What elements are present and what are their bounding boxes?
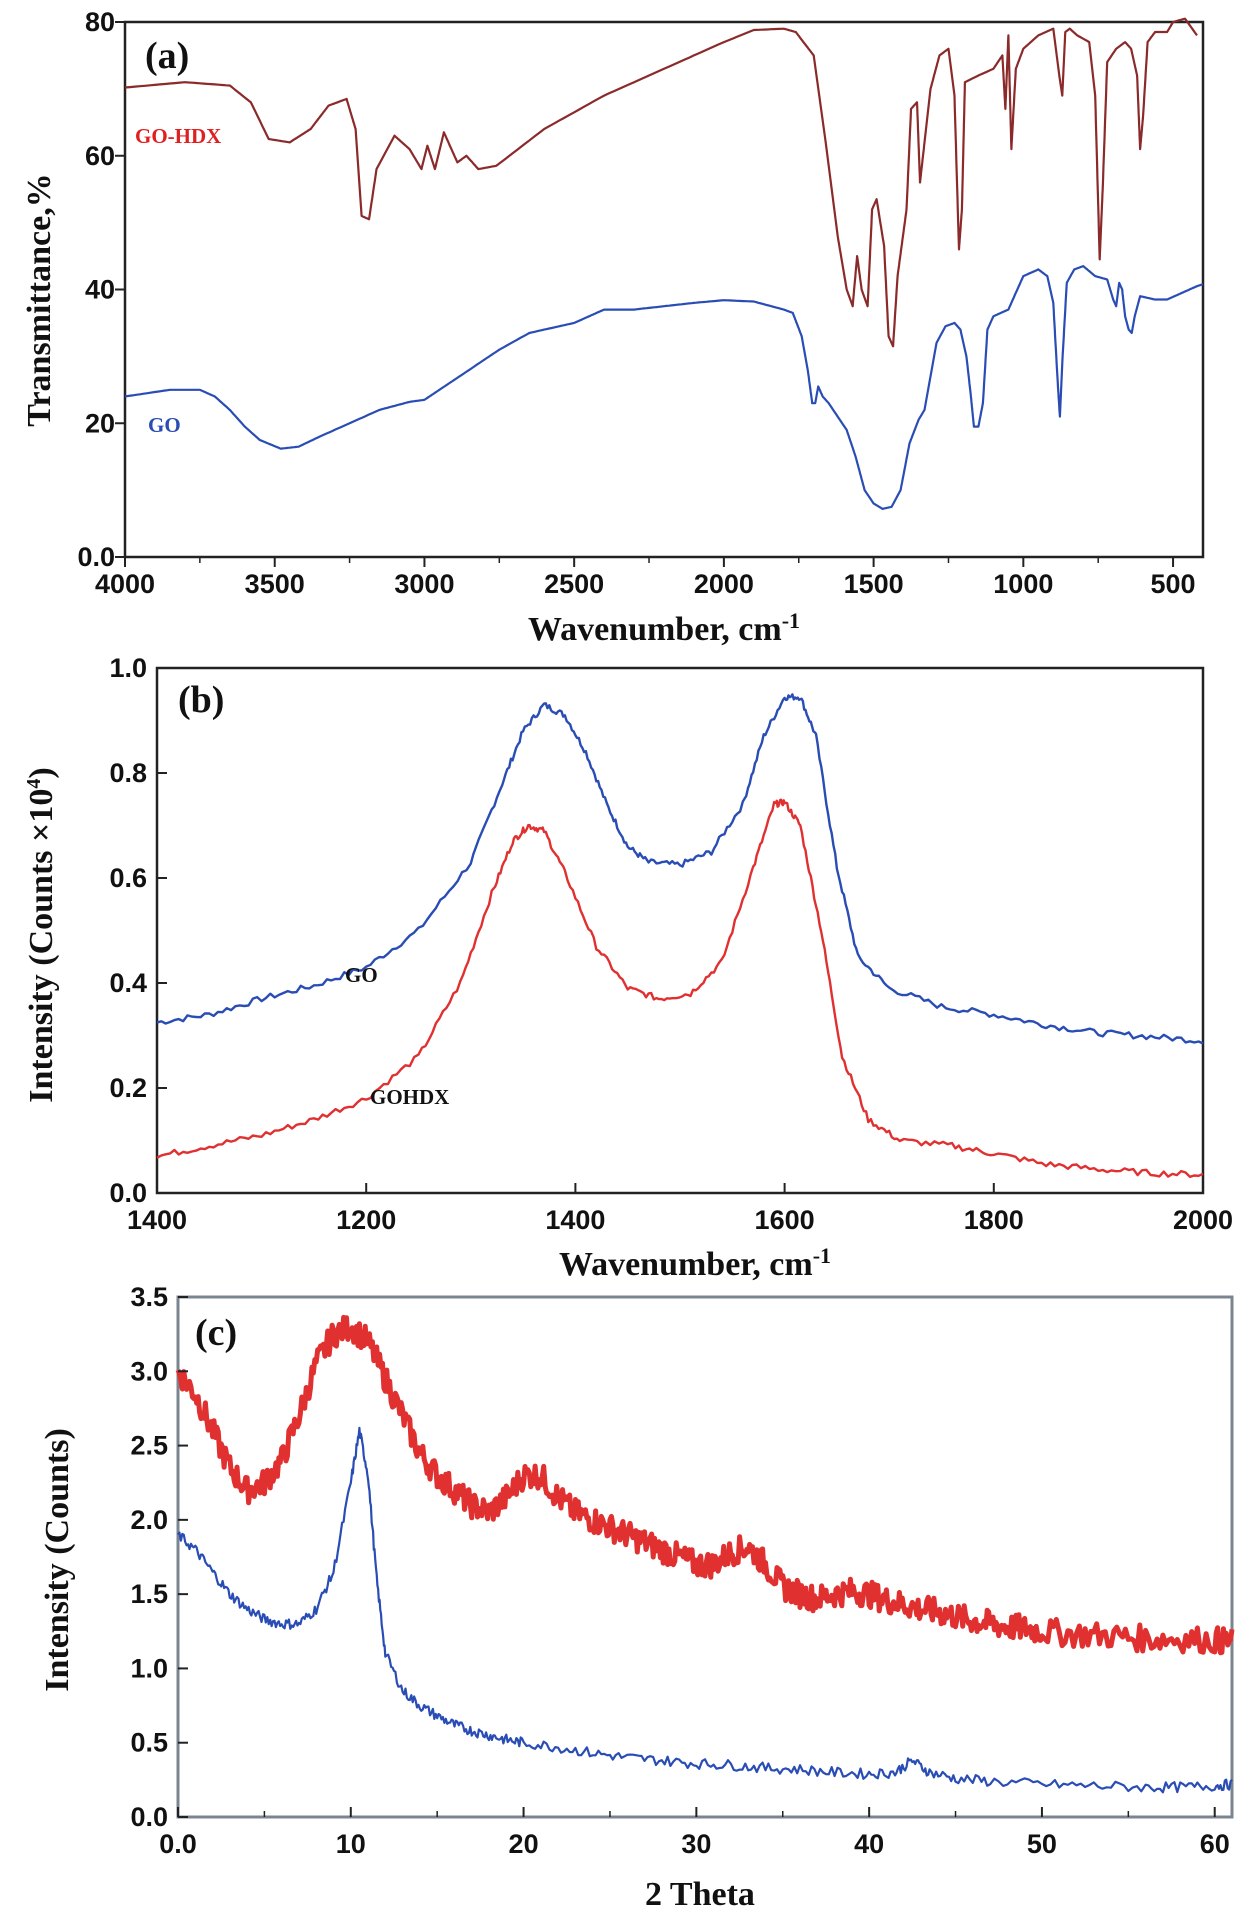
panel-c-y-tick-label: 3.0 bbox=[130, 1356, 168, 1386]
panel-b-y-tick-label: 0.0 bbox=[109, 1178, 147, 1208]
panel-b-y-axis-title: Intensity (Counts ×104) bbox=[23, 767, 60, 1102]
panel-a-series-group bbox=[124, 17, 1204, 510]
panel-c-x-tick-label: 40 bbox=[854, 1829, 884, 1859]
panel-a-x-tick-label: 1500 bbox=[844, 569, 904, 599]
panel-c-y-tick-label: 0.0 bbox=[130, 1802, 168, 1832]
panel-a-x-tick-label: 500 bbox=[1151, 569, 1196, 599]
panel-c-x-axis-title: 2 Theta bbox=[645, 1876, 755, 1913]
panel-b-x-tick-label: 1400 bbox=[127, 1205, 187, 1235]
panel-a-x-tick-label: 2000 bbox=[694, 569, 754, 599]
panel-c-x-tick-label: 10 bbox=[336, 1829, 366, 1859]
panel-a-y-ticks: 0.0 20 40 60 80 bbox=[77, 7, 125, 572]
panel-c-series-group bbox=[175, 1314, 1235, 1794]
panel-a-y-tick-label: 0.0 bbox=[77, 542, 115, 572]
panel-c-y-tick-label: 2.0 bbox=[130, 1505, 168, 1535]
panel-c-y-tick-label: 1.5 bbox=[130, 1579, 168, 1609]
panel-c-x-tick-label: 60 bbox=[1200, 1829, 1230, 1859]
panel-b-series-line-1 bbox=[156, 798, 1204, 1178]
panel-c-x-tick-label: 0.0 bbox=[159, 1829, 197, 1859]
panel-a-x-tick-label: 3500 bbox=[245, 569, 305, 599]
panel-a-y-axis-title: Transmittance,% bbox=[21, 173, 58, 426]
panel-c-y-tick-label: 1.0 bbox=[130, 1653, 168, 1683]
panel-b-series-label-go: GO bbox=[345, 963, 378, 987]
panel-b-x-axis-title-main: Wavenumber, cm bbox=[559, 1246, 813, 1283]
panel-b-x-tick-label: 1200 bbox=[336, 1205, 396, 1235]
panel-a-y-tick-label: 60 bbox=[85, 141, 115, 171]
panel-a-y-tick-label: 80 bbox=[85, 7, 115, 37]
panel-c-series-line-0 bbox=[175, 1314, 1235, 1656]
panel-a-ir-spectrum: 4000 3500 3000 2500 2000 1500 1000 500 0.0 20 40 6… bbox=[21, 7, 1205, 648]
panel-c-x-tick-label: 20 bbox=[509, 1829, 539, 1859]
panel-b-series-label-gohdx: GOHDX bbox=[370, 1085, 449, 1109]
panel-c-label: (c) bbox=[195, 1312, 237, 1354]
panel-c-y-tick-label: 2.5 bbox=[130, 1431, 168, 1461]
panel-b-y-tick-label: 0.6 bbox=[109, 863, 147, 893]
panel-c-y-ticks: 0.0 0.5 1.0 1.5 2.0 2.5 3.0 3.5 bbox=[130, 1282, 188, 1832]
panel-b-y-tick-label: 0.8 bbox=[109, 758, 147, 788]
panel-b-y-tick-label: 1.0 bbox=[109, 653, 147, 683]
panel-b-series-group bbox=[156, 693, 1204, 1178]
panel-a-x-tick-label: 3000 bbox=[394, 569, 454, 599]
panel-a-label: (a) bbox=[145, 35, 189, 77]
panel-a-plot-frame bbox=[123, 20, 1205, 559]
panel-b-series-line-0 bbox=[156, 693, 1204, 1045]
panel-b-y-tick-label: 0.4 bbox=[109, 968, 147, 998]
panel-c-x-tick-label: 30 bbox=[681, 1829, 711, 1859]
panel-a-x-tick-label: 2500 bbox=[544, 569, 604, 599]
panel-c-x-tick-label: 50 bbox=[1027, 1829, 1057, 1859]
panel-a-x-axis-title: Wavenumber, cm-1 bbox=[528, 608, 800, 648]
panel-a-x-tick-label: 1000 bbox=[993, 569, 1053, 599]
panel-b-x-axis-title: Wavenumber, cm-1 bbox=[559, 1243, 831, 1283]
panel-b-x-tick-label: 1800 bbox=[964, 1205, 1024, 1235]
panel-b-y-ticks: 0.0 0.2 0.4 0.6 0.8 1.0 bbox=[109, 653, 167, 1208]
panel-c-x-ticks: 0.0 10 20 30 40 50 60 bbox=[159, 1807, 1230, 1859]
panel-b-x-tick-label: 1600 bbox=[755, 1205, 815, 1235]
panel-b-raman-spectrum: 1400 1200 1400 1600 1800 2000 0.0 0.2 0.4 0.6 0.8… bbox=[23, 653, 1233, 1283]
panel-a-x-ticks: 4000 3500 3000 2500 2000 1500 1000 500 bbox=[95, 557, 1196, 599]
panel-b-label: (b) bbox=[178, 679, 224, 721]
panel-b-x-tick-label: 2000 bbox=[1173, 1205, 1233, 1235]
panel-a-series-label-go: GO bbox=[148, 413, 181, 437]
panel-b-x-ticks: 1400 1200 1400 1600 1800 2000 bbox=[127, 1183, 1233, 1235]
panel-a-y-tick-label: 20 bbox=[85, 408, 115, 438]
panel-a-series-label-go-hdx: GO-HDX bbox=[135, 124, 221, 148]
panel-b-y-axis-title-sup: 4 bbox=[23, 779, 45, 789]
panel-c-xrd-pattern: 0.0 10 20 30 40 50 60 0.0 0.5 1.0 1.5 2.0 2.5 3.0 3.5… bbox=[39, 1282, 1235, 1913]
panel-a-series-line-0 bbox=[124, 17, 1198, 348]
panel-c-y-tick-label: 3.5 bbox=[130, 1282, 168, 1312]
panel-b-x-tick-label: 1400 bbox=[545, 1205, 605, 1235]
panel-a-x-tick-label: 4000 bbox=[95, 569, 155, 599]
panel-c-series-line-1 bbox=[177, 1426, 1233, 1794]
panel-a-x-axis-title-sup: -1 bbox=[782, 608, 800, 633]
panel-c-y-axis-title: Intensity (Counts) bbox=[39, 1428, 76, 1692]
panel-b-plot-frame bbox=[155, 666, 1205, 1195]
panel-b-x-axis-title-sup: -1 bbox=[813, 1243, 831, 1268]
panel-b-y-axis-title-main: Intensity (Counts ×10 bbox=[23, 789, 60, 1103]
panel-a-x-axis-title-main: Wavenumber, cm bbox=[528, 611, 782, 648]
panel-b-y-axis-title-end: ) bbox=[23, 767, 60, 778]
panel-c-y-tick-label: 0.5 bbox=[130, 1728, 168, 1758]
panel-b-y-tick-label: 0.2 bbox=[109, 1073, 147, 1103]
panel-c-plot-frame bbox=[176, 1295, 1234, 1819]
panel-a-series-line-1 bbox=[124, 265, 1204, 510]
panel-a-y-tick-label: 40 bbox=[85, 275, 115, 305]
